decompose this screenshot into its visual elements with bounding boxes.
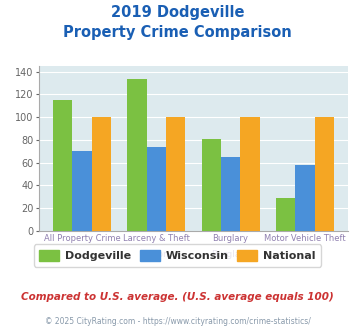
Text: Compared to U.S. average. (U.S. average equals 100): Compared to U.S. average. (U.S. average … — [21, 292, 334, 302]
Text: Burglary: Burglary — [211, 250, 250, 259]
Bar — [166, 117, 185, 231]
Bar — [92, 117, 111, 231]
Bar — [240, 117, 260, 231]
Text: Arson: Arson — [143, 250, 169, 259]
Text: 2019 Dodgeville: 2019 Dodgeville — [111, 5, 244, 20]
Legend: Dodgeville, Wisconsin, National: Dodgeville, Wisconsin, National — [34, 245, 321, 267]
Bar — [276, 198, 295, 231]
Bar — [53, 100, 72, 231]
Bar — [147, 147, 166, 231]
Bar — [295, 165, 315, 231]
Text: © 2025 CityRating.com - https://www.cityrating.com/crime-statistics/: © 2025 CityRating.com - https://www.city… — [45, 317, 310, 326]
Bar — [202, 139, 221, 231]
Bar — [72, 151, 92, 231]
Bar — [315, 117, 334, 231]
Bar — [127, 79, 147, 231]
Bar — [221, 157, 240, 231]
Text: Property Crime Comparison: Property Crime Comparison — [63, 25, 292, 40]
